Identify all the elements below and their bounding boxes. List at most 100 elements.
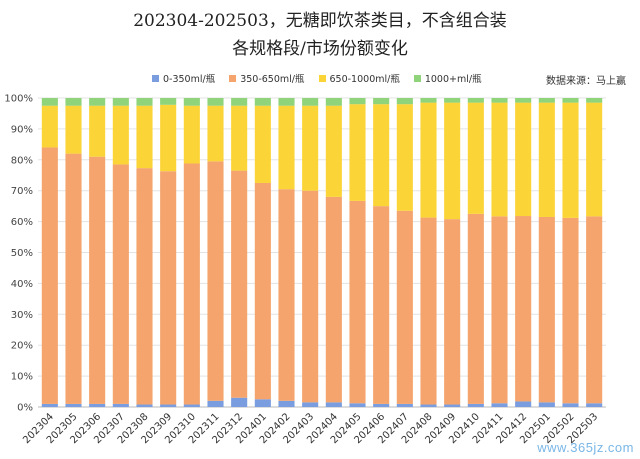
legend-swatch bbox=[413, 74, 421, 82]
y-tick-label: 10% bbox=[11, 372, 33, 383]
legend-swatch bbox=[229, 74, 237, 82]
legend-label: 350-650ml/瓶 bbox=[240, 74, 305, 85]
bar-segment bbox=[538, 402, 555, 407]
bar-segment bbox=[65, 403, 82, 407]
legend: 0-350ml/瓶 350-650ml/瓶 650-1000ml/瓶 1000+… bbox=[152, 71, 482, 85]
bar-segment bbox=[349, 98, 366, 105]
y-tick-label: 80% bbox=[11, 155, 33, 166]
bar-segment bbox=[444, 404, 461, 407]
bar-segment bbox=[467, 403, 484, 407]
bar-segment bbox=[467, 98, 484, 103]
legend-item-350-650ml: 350-650ml/瓶 bbox=[229, 71, 305, 85]
chart-title: 202304-202503，无糖即饮茶类目，不含组合装 bbox=[133, 11, 507, 31]
bar-segment bbox=[349, 104, 366, 201]
bar-segment bbox=[325, 98, 342, 106]
bar-segment bbox=[349, 403, 366, 407]
bar-segment bbox=[254, 182, 271, 400]
bar-segment bbox=[254, 105, 271, 183]
bar-segment bbox=[586, 102, 603, 217]
bar-segment bbox=[207, 400, 224, 407]
bar-segment bbox=[515, 401, 532, 407]
bar-segment bbox=[160, 404, 177, 407]
bar-segment bbox=[112, 164, 129, 404]
chart-subtitle: 各规格段/市场份额变化 bbox=[232, 39, 408, 59]
bar-segment bbox=[467, 102, 484, 214]
bar-segment bbox=[231, 98, 248, 106]
bar-segment bbox=[515, 98, 532, 103]
bar-segment bbox=[420, 404, 437, 407]
bar-segment bbox=[325, 402, 342, 407]
bar-segment bbox=[373, 98, 390, 105]
bar-segment bbox=[278, 189, 295, 401]
bar-segment bbox=[183, 163, 200, 405]
bar-segment bbox=[349, 200, 366, 404]
bar-segment bbox=[207, 98, 224, 106]
y-tick-label: 90% bbox=[11, 124, 33, 135]
y-tick-label: 70% bbox=[11, 186, 33, 197]
bar-segment bbox=[302, 402, 319, 407]
bar-segment bbox=[538, 216, 555, 403]
y-tick-label: 50% bbox=[11, 248, 33, 259]
bar-segment bbox=[586, 403, 603, 407]
bar-segment bbox=[278, 400, 295, 407]
bar-segment bbox=[396, 210, 413, 404]
bar-segment bbox=[586, 216, 603, 404]
bar-segment bbox=[207, 105, 224, 162]
bar-segment bbox=[538, 98, 555, 103]
bar-segment bbox=[396, 104, 413, 211]
legend-item-1000ml-plus: 1000+ml/瓶 bbox=[413, 71, 482, 85]
bar-segment bbox=[515, 102, 532, 217]
bar-segment bbox=[325, 105, 342, 197]
bar-segment bbox=[254, 399, 271, 407]
bar-segment bbox=[231, 397, 248, 407]
bar-segment bbox=[136, 404, 153, 407]
bar-segment bbox=[41, 403, 58, 407]
y-tick-label: 100% bbox=[4, 94, 33, 105]
bar-segment bbox=[183, 404, 200, 407]
bar-segment bbox=[444, 219, 461, 405]
bar-segment bbox=[420, 217, 437, 405]
bar-segment bbox=[373, 104, 390, 207]
bar-segment bbox=[112, 403, 129, 407]
bar-segment bbox=[231, 170, 248, 398]
bar-segment bbox=[373, 403, 390, 407]
bar-segment bbox=[160, 98, 177, 105]
bar-segment bbox=[41, 147, 58, 404]
bar-segment bbox=[160, 104, 177, 172]
bar-segment bbox=[160, 171, 177, 405]
bar-segment bbox=[89, 156, 106, 404]
bar-segment bbox=[136, 168, 153, 405]
bar-segment bbox=[183, 98, 200, 106]
y-tick-label: 40% bbox=[11, 279, 33, 290]
bar-segment bbox=[562, 98, 579, 103]
legend-item-0-350ml: 0-350ml/瓶 bbox=[152, 71, 215, 85]
y-tick-label: 30% bbox=[11, 310, 33, 321]
bar-segment bbox=[373, 206, 390, 404]
bar-segment bbox=[41, 98, 58, 106]
bar-segment bbox=[396, 98, 413, 105]
bar-segment bbox=[562, 403, 579, 407]
bar-segment bbox=[444, 102, 461, 220]
watermark: www.365jz.com bbox=[537, 440, 634, 455]
bar-segment bbox=[65, 105, 82, 154]
y-tick-label: 20% bbox=[11, 341, 33, 352]
bar-segment bbox=[467, 213, 484, 404]
y-tick-label: 60% bbox=[11, 217, 33, 228]
bar-segment bbox=[515, 216, 532, 402]
legend-swatch bbox=[318, 74, 326, 82]
bar-segment bbox=[302, 98, 319, 106]
bar-segment bbox=[207, 161, 224, 401]
bar-segment bbox=[302, 190, 319, 403]
bar-segment bbox=[278, 98, 295, 106]
bar-segment bbox=[183, 105, 200, 164]
bar-segment bbox=[325, 196, 342, 403]
bar-segment bbox=[491, 102, 508, 217]
bar-segment bbox=[65, 153, 82, 404]
bar-segment bbox=[136, 105, 153, 169]
data-source-note: 数据来源：马上赢 bbox=[546, 76, 626, 87]
bar-segment bbox=[89, 98, 106, 106]
legend-label: 0-350ml/瓶 bbox=[163, 74, 216, 85]
legend-item-650-1000ml: 650-1000ml/瓶 bbox=[318, 71, 400, 85]
bar-segment bbox=[562, 102, 579, 218]
bar-segment bbox=[420, 102, 437, 218]
